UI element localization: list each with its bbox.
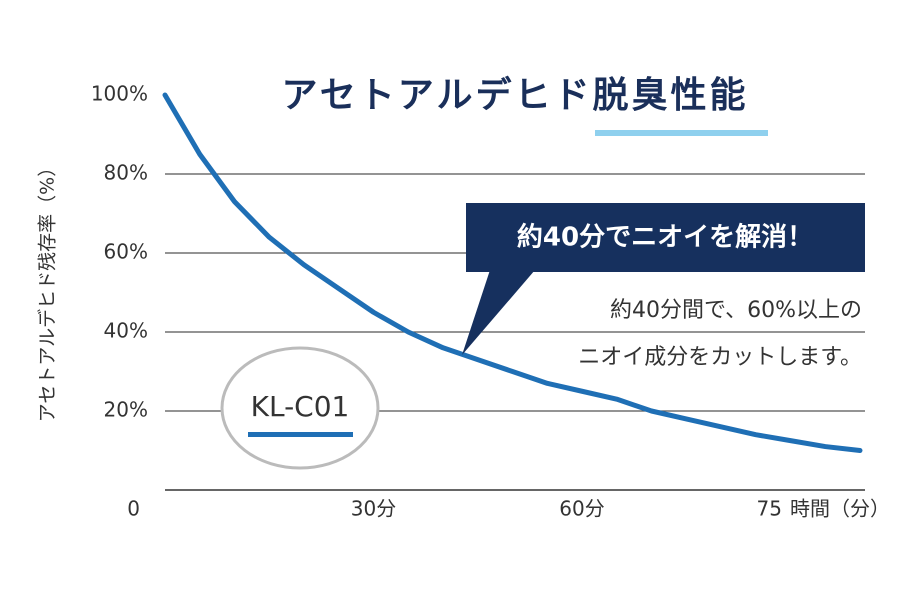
callout-pointer [462,270,535,355]
badge: KL-C01 [220,346,380,470]
y-tick-label: 20% [104,398,148,422]
y-tick-label: 0 [127,497,140,521]
badge-ellipse [220,346,380,470]
x-tick-label: 30分 [351,497,396,521]
annotation: 約40分間で、60%以上の [610,298,862,323]
y-axis-label: アセトアルデヒド残存率（%） [37,158,59,423]
y-tick-label: 60% [104,240,148,264]
callout-box [466,203,865,272]
x-axis-label: 時間（分） [790,497,890,521]
x-tick-label: 60分 [559,497,604,521]
x-tick-label: 75 [757,497,782,521]
y-tick-label: 100% [91,82,148,106]
y-tick-label: 80% [104,161,148,185]
badge-underline [248,432,353,437]
annotation: ニオイ成分をカットします。 [578,345,862,370]
callout: 約40分でニオイを解消！ [462,203,865,355]
title-underline [595,130,768,136]
y-tick-label: 40% [104,319,148,343]
callout-text: 約40分でニオイを解消！ [517,222,813,253]
chart-title: アセトアルデヒド脱臭性能 [282,74,749,116]
data-line [162,92,863,453]
badge-text: KL-C01 [251,390,350,423]
plot [162,92,863,453]
